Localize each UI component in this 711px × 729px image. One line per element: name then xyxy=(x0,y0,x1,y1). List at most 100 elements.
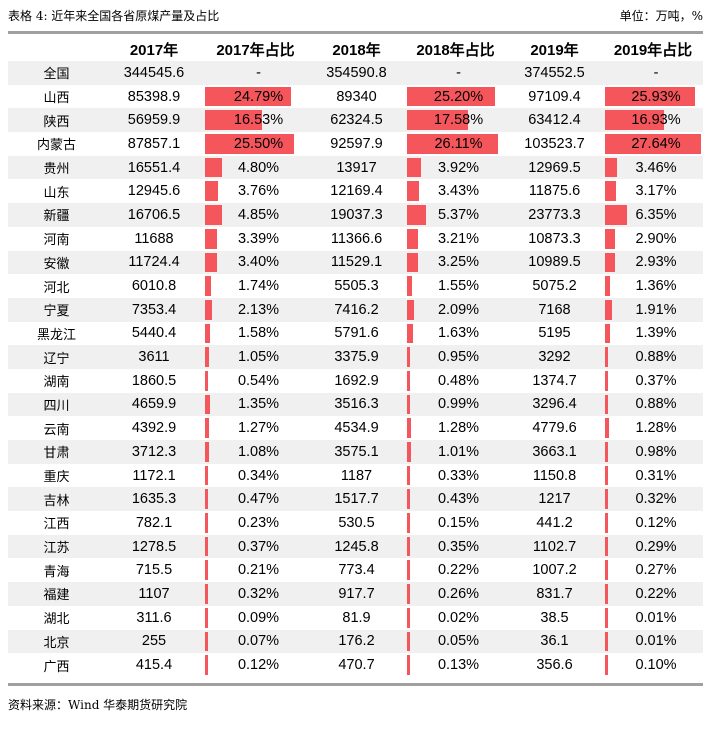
share-label: 0.99% xyxy=(437,396,480,413)
share-cell-2018: 0.99% xyxy=(405,392,506,417)
output-cell-2018: 62324.5 xyxy=(308,108,405,133)
share-cell-2017: - xyxy=(203,61,308,85)
province-cell: 河南 xyxy=(8,226,105,251)
share-label: 0.27% xyxy=(635,562,677,579)
share-bar xyxy=(605,110,664,131)
province-cell: 山东 xyxy=(8,179,105,204)
share-bar xyxy=(205,205,222,225)
share-label: 1.08% xyxy=(237,443,280,460)
share-bar xyxy=(407,181,419,202)
output-cell-2019: 63412.4 xyxy=(506,108,603,133)
output-cell-2018: 13917 xyxy=(308,155,405,180)
province-cell: 重庆 xyxy=(8,463,105,488)
share-bar xyxy=(407,631,410,652)
share-label: 0.12% xyxy=(237,657,280,674)
output-cell-2019: 1217 xyxy=(506,487,603,512)
share-label: 1.27% xyxy=(237,420,280,437)
coal-production-table: 2017年 2017年占比 2018年 2018年占比 2019年 2019年占… xyxy=(8,37,703,677)
share-label: 0.32% xyxy=(237,585,280,602)
share-bar xyxy=(605,536,608,557)
output-cell-2019: 4779.6 xyxy=(506,416,603,440)
output-cell-2018: 1245.8 xyxy=(308,534,405,559)
share-label: 0.43% xyxy=(437,491,480,508)
share-bar xyxy=(605,157,618,178)
share-label: 0.01% xyxy=(635,633,677,650)
share-cell-2018: - xyxy=(405,61,506,85)
share-label: 0.22% xyxy=(437,562,480,579)
output-cell-2019: 831.7 xyxy=(506,582,603,606)
share-cell-2018: 0.48% xyxy=(405,368,506,393)
output-cell-2019: 356.6 xyxy=(506,653,603,677)
header-cell: 2018年 xyxy=(332,41,381,59)
output-cell-2018: 3375.9 xyxy=(308,345,405,369)
share-bar xyxy=(407,584,410,604)
output-cell-2017: 1172.1 xyxy=(105,463,203,488)
province-cell: 辽宁 xyxy=(8,345,105,369)
table-row: 北京 255 0.07% 176.2 0.05% 36.1 0.01% xyxy=(8,629,703,654)
province-cell: 北京 xyxy=(8,629,105,654)
share-cell-2018: 0.33% xyxy=(405,463,506,488)
share-bar xyxy=(407,134,498,154)
share-cell-2017: 1.05% xyxy=(203,345,308,369)
share-bar xyxy=(407,299,415,320)
share-cell-2019: 0.31% xyxy=(603,463,703,488)
output-cell-2019: 11875.6 xyxy=(506,179,603,204)
share-bar xyxy=(605,323,610,344)
share-label: 0.12% xyxy=(635,514,677,531)
share-bar xyxy=(205,323,211,344)
share-label: 2.13% xyxy=(237,301,280,318)
output-cell-2017: 4659.9 xyxy=(105,392,203,417)
share-label: 27.64% xyxy=(631,135,681,152)
share-label: 1.05% xyxy=(237,349,280,366)
share-bar xyxy=(407,157,421,178)
output-cell-2018: 470.7 xyxy=(308,653,405,677)
share-cell-2019: 0.12% xyxy=(603,511,703,535)
output-cell-2018: 12169.4 xyxy=(308,179,405,204)
share-bar xyxy=(605,394,609,415)
share-label: 0.01% xyxy=(635,609,677,626)
share-bar xyxy=(205,560,208,581)
output-cell-2018: 917.7 xyxy=(308,582,405,606)
output-cell-2017: 3611 xyxy=(105,345,203,369)
share-cell-2019: 2.90% xyxy=(603,226,703,251)
header-row: 2017年 2017年占比 2018年 2018年占比 2019年 2019年占… xyxy=(8,37,703,61)
table-row: 广西 415.4 0.12% 470.7 0.13% 356.6 0.10% xyxy=(8,653,703,677)
share-bar xyxy=(205,252,217,273)
share-bar xyxy=(407,465,410,486)
header-cell: 2018年占比 xyxy=(416,41,495,59)
share-cell-2018: 3.21% xyxy=(405,226,506,251)
share-bar xyxy=(205,442,209,462)
province-cell: 湖南 xyxy=(8,368,105,393)
output-cell-2019: 5195 xyxy=(506,321,603,346)
province-cell: 甘肃 xyxy=(8,440,105,464)
province-cell: 吉林 xyxy=(8,487,105,512)
share-bar xyxy=(605,347,609,367)
share-bar xyxy=(205,110,263,131)
share-cell-2018: 2.09% xyxy=(405,297,506,322)
share-label: 2.09% xyxy=(437,301,480,318)
share-cell-2019: 1.91% xyxy=(603,297,703,322)
share-cell-2018: 26.11% xyxy=(405,132,506,156)
share-label: 0.47% xyxy=(237,491,280,508)
share-cell-2019: 0.01% xyxy=(603,629,703,654)
province-cell: 福建 xyxy=(8,582,105,606)
share-cell-2017: 3.39% xyxy=(203,226,308,251)
table-row: 新疆 16706.5 4.85% 19037.3 5.37% 23773.3 6.35% xyxy=(8,203,703,227)
share-bar xyxy=(605,560,608,581)
share-bar xyxy=(407,489,410,510)
share-cell-2018: 1.55% xyxy=(405,274,506,298)
output-cell-2017: 16551.4 xyxy=(105,155,203,180)
share-cell-2017: 4.80% xyxy=(203,155,308,180)
table-row: 贵州 16551.4 4.80% 13917 3.92% 12969.5 3.46% xyxy=(8,155,703,180)
share-cell-2017: 0.07% xyxy=(203,629,308,654)
share-label: 1.28% xyxy=(635,420,677,437)
share-cell-2018: 0.02% xyxy=(405,605,506,630)
share-bar xyxy=(205,465,208,486)
share-label: 0.54% xyxy=(237,372,280,389)
output-cell-2019: 1374.7 xyxy=(506,368,603,393)
share-label: 0.88% xyxy=(635,349,677,366)
share-bar xyxy=(407,418,412,438)
province-cell: 云南 xyxy=(8,416,105,440)
share-bar xyxy=(407,536,410,557)
table-row: 陕西 56959.9 16.53% 62324.5 17.58% 63412.4 16.93… xyxy=(8,108,703,133)
